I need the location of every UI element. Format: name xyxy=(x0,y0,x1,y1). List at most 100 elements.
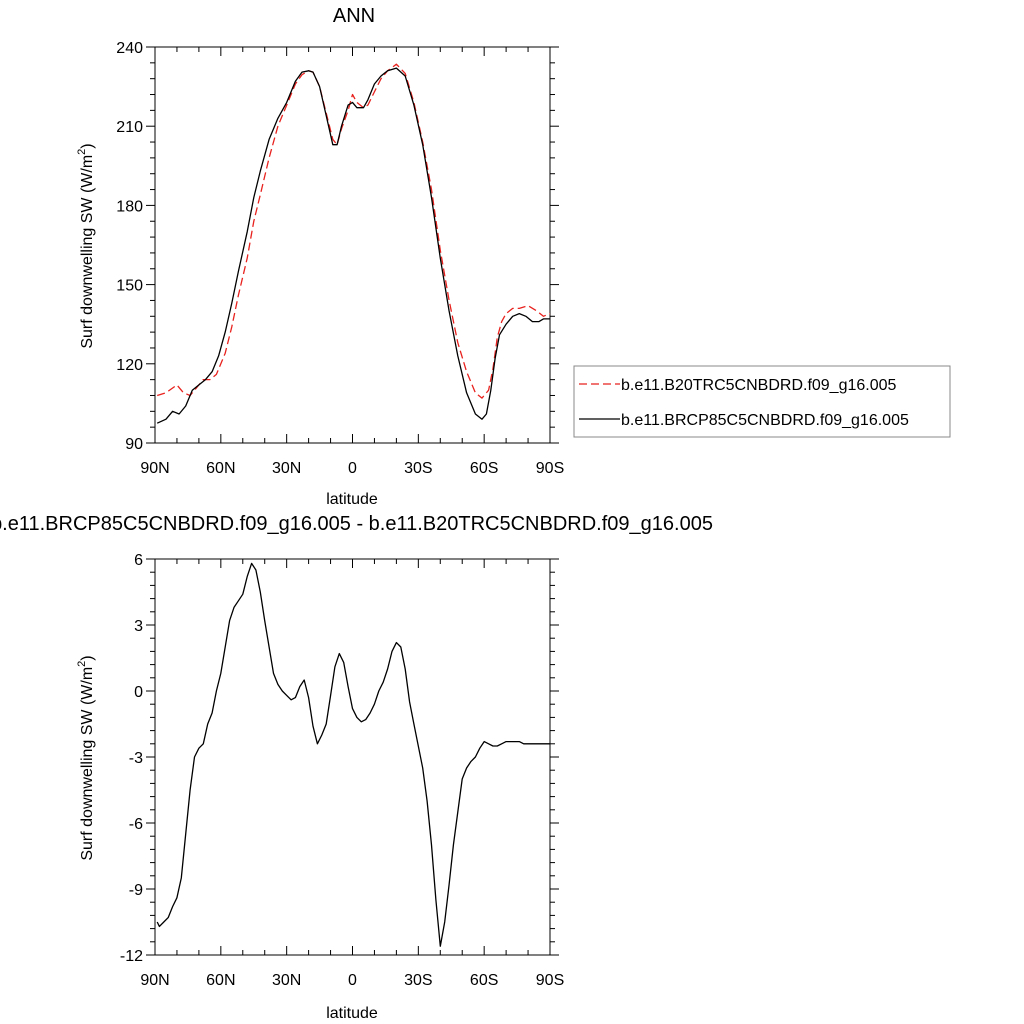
top-chart-series-1-point xyxy=(475,392,476,393)
bottom-chart-series-1-point xyxy=(356,717,357,718)
bottom-chart-xtick-label: 30N xyxy=(272,972,301,989)
top-chart-series-2-point xyxy=(312,72,313,73)
top-chart-series-1-point xyxy=(253,221,254,222)
top-chart-series-1-line xyxy=(157,63,551,399)
top-chart-series-2-point xyxy=(352,102,353,103)
top-chart-series-2-point xyxy=(490,390,491,391)
top-chart-xlabel: latitude xyxy=(326,491,378,508)
bottom-chart-series-1-point xyxy=(532,743,533,744)
top-chart-ylabel-main: Surf downwelling SW (W/m xyxy=(79,155,96,349)
bottom-chart-series-1-point xyxy=(378,690,379,691)
bottom-chart-series-1-point xyxy=(168,917,169,918)
top-chart-series-2-point xyxy=(538,321,539,322)
top-chart-xtick-label: 0 xyxy=(348,460,357,477)
top-chart-xtick-label: 30S xyxy=(404,460,432,477)
top-chart-series-2-point xyxy=(253,197,254,198)
top-chart-series-1-point xyxy=(209,379,210,380)
bottom-chart-series-1-point xyxy=(435,899,436,900)
bottom-chart-series-1-point xyxy=(181,877,182,878)
bottom-chart-series-1-point xyxy=(391,651,392,652)
bottom-chart-series-1-point xyxy=(409,701,410,702)
bottom-chart-series-1-point xyxy=(484,741,485,742)
top-chart-series-2-point xyxy=(212,371,213,372)
bottom-chart-series-1-point xyxy=(229,620,230,621)
bottom-chart-ytick-label: 6 xyxy=(134,552,143,569)
bottom-chart-series-1-point xyxy=(286,695,287,696)
top-chart-xtick-label: 90N xyxy=(140,460,169,477)
bottom-chart-series-1-point xyxy=(492,745,493,746)
top-chart-series-2-point xyxy=(396,68,397,69)
top-chart-series-2-point xyxy=(247,231,248,232)
bottom-chart-series-1-point xyxy=(291,699,292,700)
bottom-chart-series-1-line xyxy=(156,562,550,947)
bottom-chart-series-1-point xyxy=(157,921,158,922)
bottom-chart-series-1-point xyxy=(365,719,366,720)
top-chart-series-1-point xyxy=(286,105,287,106)
bottom-chart-series-1-point xyxy=(339,653,340,654)
top-chart-series-1-point xyxy=(431,189,432,190)
bottom-chart-series-1-point xyxy=(212,712,213,713)
bottom-chart-series-1-point xyxy=(295,697,296,698)
top-chart-series-2-point xyxy=(413,105,414,106)
top-chart-series-2-point xyxy=(380,75,381,76)
bottom-chart-ylabel-main: Surf downwelling SW (W/m xyxy=(79,667,96,861)
bottom-chart-series-1-point xyxy=(536,743,537,744)
top-chart-series-1-point xyxy=(165,392,166,393)
top-chart-series-2-point xyxy=(486,413,487,414)
top-chart-series-2-point xyxy=(269,139,270,140)
bottom-chart-series-1-point xyxy=(449,884,450,885)
bottom-chart-xtick-label: 90N xyxy=(140,972,169,989)
top-chart-series-2-point xyxy=(405,75,406,76)
legend-label-series-1: b.e11.B20TRC5CNBDRD.f09_g16.005 xyxy=(621,377,897,394)
top-chart-ylabel: Surf downwelling SW (W/m2) xyxy=(76,143,96,348)
top-chart-series-1-point xyxy=(457,342,458,343)
bottom-chart-series-1-point xyxy=(277,684,278,685)
bottom-chart-series-1-point xyxy=(330,695,331,696)
top-chart-series-2-point xyxy=(238,271,239,272)
bottom-chart-series-1-point xyxy=(519,741,520,742)
bottom-chart-series-1-point xyxy=(444,921,445,922)
top-chart-series-1-point xyxy=(501,321,502,322)
bottom-chart-series-1-point xyxy=(312,726,313,727)
top-chart-series-1-point xyxy=(374,91,375,92)
bottom-chart-series-1-point xyxy=(247,576,248,577)
bottom-chart-ylabel-tail: ) xyxy=(79,655,96,660)
bottom-chart-series-1-point xyxy=(497,745,498,746)
top-chart-series-2-point xyxy=(348,105,349,106)
bottom-chart-series-1-point xyxy=(308,697,309,698)
top-chart-series-2-point xyxy=(185,405,186,406)
top-chart-series-2-point xyxy=(387,70,388,71)
top-chart-series-2-point xyxy=(499,334,500,335)
top-chart-series-1-point xyxy=(216,374,217,375)
top-chart-series-1-point xyxy=(466,371,467,372)
top-chart-ytick-label: 240 xyxy=(116,40,143,57)
bottom-chart-series-1-point xyxy=(431,844,432,845)
top-chart-series-1-point xyxy=(356,102,357,103)
top-chart-xtick-label: 90S xyxy=(536,460,564,477)
bottom-chart-ytick-label: -6 xyxy=(129,816,143,833)
top-chart-series-2-point xyxy=(457,355,458,356)
top-chart-title: ANN xyxy=(333,5,375,27)
top-chart-series-2-point xyxy=(260,171,261,172)
top-chart-ytick-label: 90 xyxy=(125,436,143,453)
bottom-chart-series-1-point xyxy=(260,591,261,592)
top-chart-series-2-point xyxy=(374,83,375,84)
bottom-chart-series-1-point xyxy=(163,921,164,922)
bottom-chart-series-1-point xyxy=(317,743,318,744)
bottom-chart-xlabel: latitude xyxy=(326,1005,378,1022)
top-chart-ytick-label: 210 xyxy=(116,119,143,136)
bottom-chart-series-1-point xyxy=(190,789,191,790)
bottom-chart-series-1-point xyxy=(387,668,388,669)
bottom-chart-series-1-point xyxy=(304,679,305,680)
top-chart-series-2-point xyxy=(440,258,441,259)
bottom-chart-series-1-point xyxy=(545,743,546,744)
bottom-chart-series-1-point xyxy=(510,741,511,742)
bottom-chart-series-1-point xyxy=(233,607,234,608)
bottom-chart-ylabel-sup: 2 xyxy=(76,661,88,667)
top-chart-series-2-point xyxy=(332,144,333,145)
bottom-chart-ytick-label: -3 xyxy=(129,750,143,767)
top-chart-series-1-point xyxy=(543,316,544,317)
top-chart-series-1-point xyxy=(405,73,406,74)
top-chart-ytick-label: 120 xyxy=(116,357,143,374)
top-chart-series-2-point xyxy=(475,413,476,414)
